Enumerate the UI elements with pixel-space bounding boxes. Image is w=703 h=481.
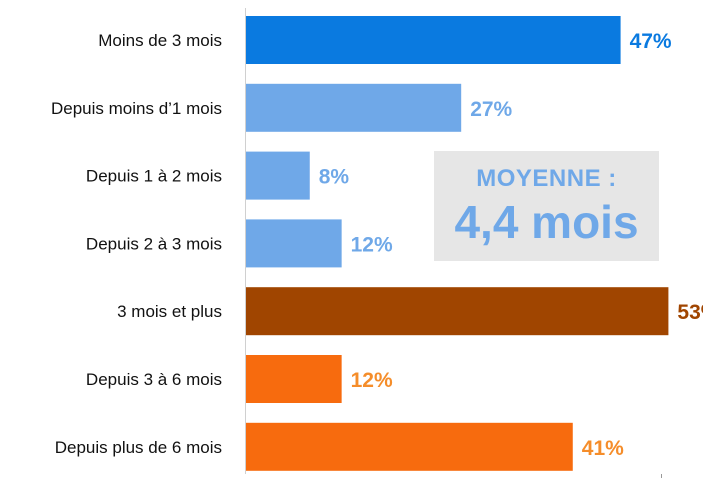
category-label-1: Depuis moins d’1 mois	[51, 99, 222, 118]
category-label-4: 3 mois et plus	[117, 302, 222, 321]
bar-5	[246, 355, 342, 403]
bar-1	[246, 83, 462, 132]
bar-3	[246, 219, 342, 268]
bar-6	[246, 422, 573, 471]
bar-0	[246, 16, 621, 64]
value-label-1: 27%	[470, 98, 512, 121]
average-title: MOYENNE :	[476, 165, 617, 192]
value-label-4: 53%	[677, 301, 703, 324]
bar-4	[246, 287, 669, 336]
category-label-6: Depuis plus de 6 mois	[55, 438, 222, 457]
value-label-2: 8%	[319, 166, 350, 189]
category-label-0: Moins de 3 mois	[98, 31, 222, 50]
decorative-tick	[661, 474, 662, 478]
bar-2	[246, 151, 310, 200]
category-label-2: Depuis 1 à 2 mois	[86, 167, 222, 186]
value-label-6: 41%	[582, 437, 624, 460]
value-label-5: 12%	[351, 369, 393, 392]
category-label-5: Depuis 3 à 6 mois	[86, 370, 222, 389]
value-label-0: 47%	[630, 30, 672, 53]
category-label-3: Depuis 2 à 3 mois	[86, 234, 222, 253]
average-box: MOYENNE : 4,4 mois	[434, 151, 659, 261]
value-label-3: 12%	[351, 233, 393, 256]
average-value: 4,4 mois	[454, 196, 639, 248]
